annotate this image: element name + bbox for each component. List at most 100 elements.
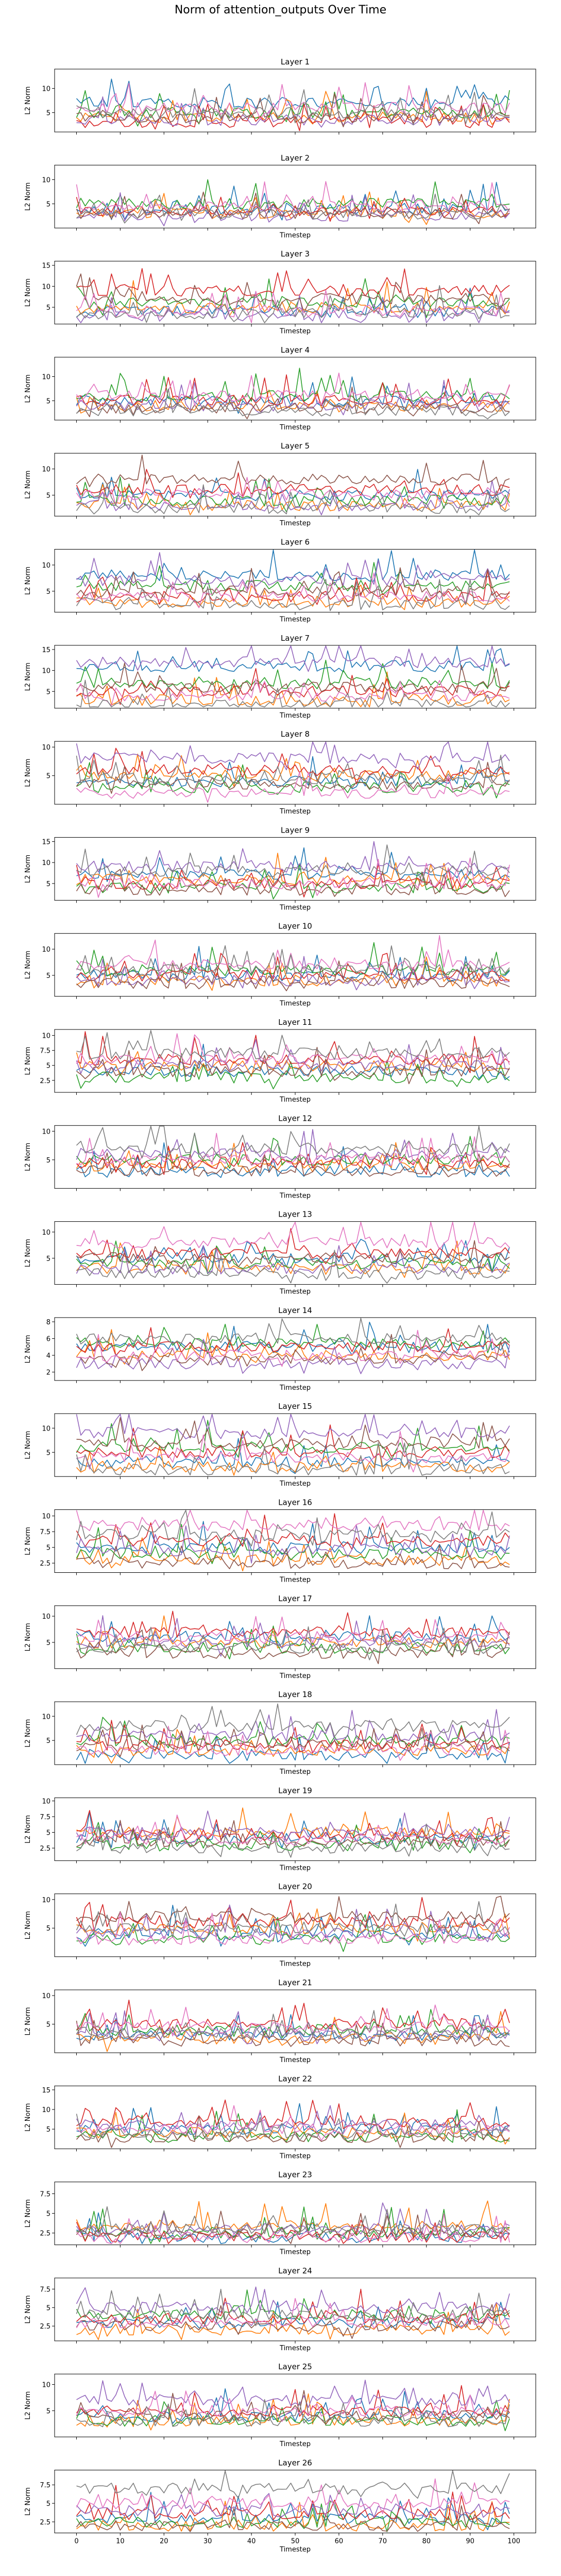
series-line-4 xyxy=(76,2485,510,2521)
series-line-5 xyxy=(76,1525,510,1564)
series-line-7 xyxy=(76,477,510,508)
series-line-3 xyxy=(76,1625,510,1659)
series-line-5 xyxy=(76,2380,510,2408)
series-line-7 xyxy=(76,572,510,608)
series-line-4 xyxy=(76,268,510,297)
x-axis-label: Timestep xyxy=(279,616,311,624)
series-line-2 xyxy=(76,853,510,892)
series-line-7 xyxy=(76,2213,510,2245)
subplot-layer-21: Layer 21 5 10 L2 Norm Timestep xyxy=(24,1978,536,2064)
y-tick-label: 5 xyxy=(46,2126,50,2134)
series-line-7 xyxy=(76,1815,510,1847)
y-tick-label: 5 xyxy=(46,1925,50,1933)
series-line-5 xyxy=(76,295,510,324)
y-tick-label: 5 xyxy=(46,1639,50,1647)
series-line-7 xyxy=(76,771,510,803)
y-tick-label: 10 xyxy=(42,283,50,291)
series-line-8 xyxy=(76,88,510,125)
series-line-4 xyxy=(76,953,510,982)
series-group xyxy=(76,1807,510,1858)
series-group xyxy=(76,2286,510,2340)
subplot-layer-7: Layer 7 5 10 15 L2 Norm Timestep xyxy=(24,634,536,720)
plot-frame xyxy=(54,2085,536,2149)
series-line-7 xyxy=(76,2004,510,2037)
x-axis-label: Timestep xyxy=(279,808,311,816)
y-axis-label: L2 Norm xyxy=(24,759,32,787)
y-tick-label: 5 xyxy=(46,1830,50,1837)
series-group xyxy=(76,1703,510,1764)
x-axis-label: Timestep xyxy=(279,2345,311,2352)
series-line-8 xyxy=(76,2114,510,2141)
y-tick-label: 10 xyxy=(42,86,50,93)
x-axis-label: Timestep xyxy=(279,712,311,720)
y-tick-label: 6 xyxy=(46,1336,50,1343)
series-line-3 xyxy=(76,1524,510,1564)
series-line-1 xyxy=(76,2014,510,2045)
series-line-7 xyxy=(76,935,510,977)
y-axis-label: L2 Norm xyxy=(24,182,32,211)
y-tick-label: 10 xyxy=(42,1425,50,1433)
x-tick-label: 60 xyxy=(335,2538,344,2546)
subplot-layer-16: Layer 16 2.5 5 7.5 10 L2 Norm Timestep xyxy=(24,1498,536,1584)
series-group xyxy=(76,1318,510,1374)
series-line-5 xyxy=(76,645,510,672)
series-group xyxy=(76,841,510,900)
series-line-6 xyxy=(76,1544,510,1569)
y-tick-label: 5 xyxy=(46,2021,50,2029)
y-tick-label: 10 xyxy=(42,744,50,752)
series-line-8 xyxy=(76,844,510,882)
y-tick-label: 10 xyxy=(42,668,50,675)
series-group xyxy=(76,1030,510,1090)
y-tick-label: 5 xyxy=(46,2407,50,2415)
subplot-layer-15: Layer 15 5 10 L2 Norm Timestep xyxy=(24,1402,536,1488)
y-tick-label: 7.5 xyxy=(40,2482,50,2489)
series-line-8 xyxy=(76,755,510,789)
y-tick-label: 5 xyxy=(46,1544,50,1552)
y-tick-label: 5 xyxy=(46,304,50,312)
series-line-4 xyxy=(76,196,510,222)
series-line-5 xyxy=(76,1414,510,1439)
y-tick-label: 15 xyxy=(42,262,50,270)
y-tick-label: 10 xyxy=(42,1798,50,1806)
y-axis-label: L2 Norm xyxy=(24,1527,32,1555)
series-line-2 xyxy=(76,1051,510,1077)
series-line-3 xyxy=(76,1822,510,1853)
series-line-4 xyxy=(76,1513,510,1550)
series-line-1 xyxy=(76,469,510,502)
y-tick-label: 7.5 xyxy=(40,1814,50,1821)
series-line-3 xyxy=(76,2289,510,2324)
y-tick-label: 5 xyxy=(46,1062,50,1070)
y-tick-label: 7.5 xyxy=(40,1048,50,1055)
y-axis-label: L2 Norm xyxy=(24,2391,32,2420)
y-axis-label: L2 Norm xyxy=(24,1911,32,1939)
y-tick-label: 2.5 xyxy=(40,2230,50,2238)
series-line-3 xyxy=(76,2109,510,2143)
series-line-1 xyxy=(76,645,510,672)
series-line-7 xyxy=(76,82,510,120)
series-line-7 xyxy=(76,2478,510,2514)
series-line-3 xyxy=(76,1420,510,1460)
series-line-3 xyxy=(76,90,510,127)
series-line-4 xyxy=(76,1031,510,1073)
y-axis-label: L2 Norm xyxy=(24,1431,32,1459)
subplot-title: Layer 10 xyxy=(278,922,312,931)
x-tick-label: 100 xyxy=(507,2538,520,2546)
subplot-layer-19: Layer 19 2.5 5 7.5 10 L2 Norm Timestep xyxy=(24,1786,536,1872)
x-tick-label: 90 xyxy=(466,2538,474,2546)
series-line-8 xyxy=(76,193,510,224)
series-line-2 xyxy=(76,754,510,787)
subplot-layer-13: Layer 13 5 10 L2 Norm Timestep xyxy=(24,1210,536,1296)
y-tick-label: 10 xyxy=(42,2382,50,2389)
y-tick-label: 10 xyxy=(42,176,50,184)
subplot-title: Layer 4 xyxy=(281,345,310,355)
series-group xyxy=(76,78,510,131)
y-tick-label: 5 xyxy=(46,588,50,596)
series-line-8 xyxy=(76,579,510,611)
x-axis-label: Timestep xyxy=(279,1768,311,1776)
series-line-8 xyxy=(76,1823,510,1858)
series-line-6 xyxy=(76,761,510,794)
series-group xyxy=(76,1414,510,1476)
y-tick-label: 7.5 xyxy=(40,2190,50,2198)
series-group xyxy=(76,179,510,227)
subplot-layer-20: Layer 20 5 10 L2 Norm Timestep xyxy=(24,1882,536,1968)
